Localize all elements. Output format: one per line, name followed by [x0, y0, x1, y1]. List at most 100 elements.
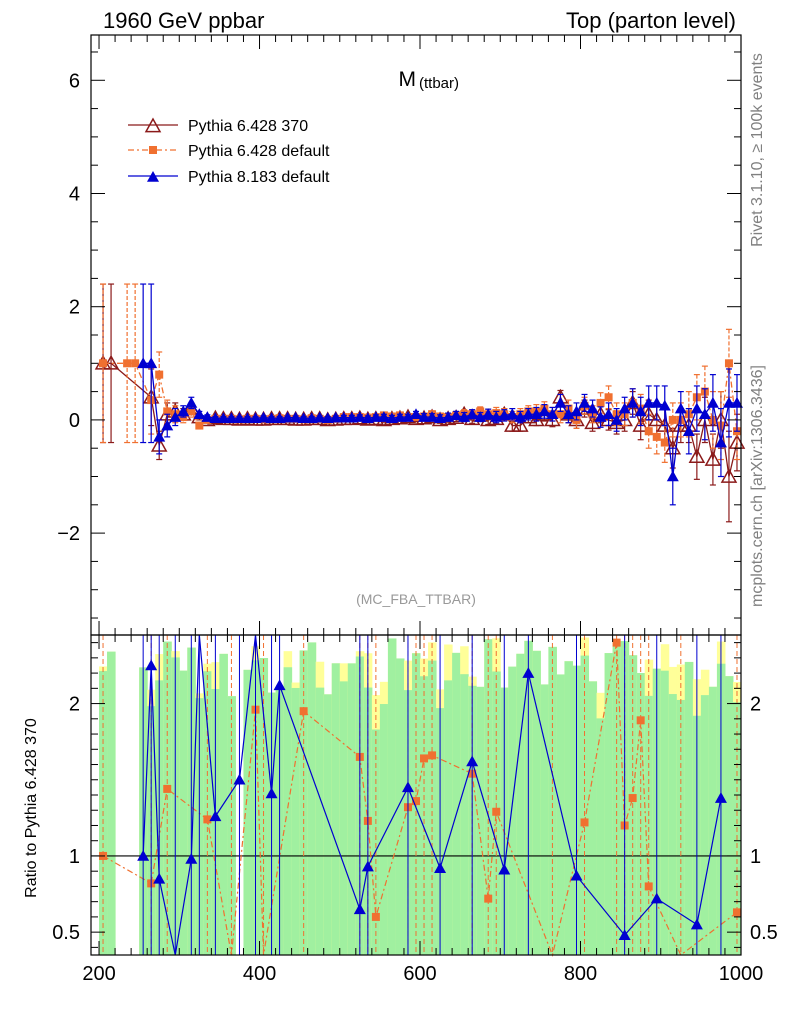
data-point [634, 405, 647, 417]
ratio-point [636, 716, 645, 725]
ratio-point [492, 807, 501, 816]
ratio-point [299, 707, 308, 716]
ratio-point [690, 918, 703, 930]
data-point [688, 448, 706, 464]
mcplots-label: mcplots.cern.ch [arXiv:1306.3436] [749, 365, 766, 607]
data-point [161, 419, 174, 431]
data-point [514, 411, 527, 422]
legend-label-p6-370: Pythia 6.428 370 [188, 118, 308, 135]
ratio-point [265, 787, 278, 799]
ratio-point [650, 892, 663, 904]
data-point [602, 408, 615, 420]
data-point [418, 411, 431, 422]
data-point [257, 411, 270, 423]
band-green [548, 646, 557, 955]
data-point [185, 396, 198, 408]
rivet-version-label: Rivet 3.1.10, ≥ 100k events [749, 53, 766, 247]
ratio-point [401, 781, 414, 793]
header-left: 1960 GeV ppbar [103, 8, 264, 33]
data-point [305, 412, 318, 424]
ratio-point [612, 638, 621, 647]
data-point [217, 412, 230, 424]
band-green [644, 695, 654, 955]
data-point [706, 396, 719, 408]
data-point [674, 402, 687, 414]
band-green [315, 687, 325, 955]
ratio-point [361, 860, 374, 872]
band-green [508, 666, 517, 955]
data-point [345, 411, 358, 423]
band-green [291, 687, 301, 955]
data-point [225, 412, 238, 424]
ratio-point [371, 912, 380, 921]
band-green [307, 642, 317, 955]
data-point [281, 411, 294, 423]
data-point [187, 407, 196, 416]
band-green [371, 729, 381, 955]
band-green [564, 661, 573, 955]
data-point [554, 396, 567, 408]
data-point [512, 417, 529, 432]
analysis-tag: (MC_FBA_TTBAR) [356, 591, 476, 607]
data-point [644, 427, 653, 436]
plot-title: M [399, 68, 417, 91]
band-green [379, 704, 389, 955]
x-tick-label: 600 [403, 963, 436, 985]
data-point [273, 412, 286, 424]
ratio-plot-panel: 0.5 0.5 1 1 2 2 200 400 600 800 1000 Ratio to Pyth… [23, 634, 778, 985]
data-point [233, 412, 246, 424]
ratio-ytick-label-left: 0.5 [52, 922, 80, 944]
data-point [506, 408, 519, 420]
data-point [153, 430, 166, 442]
ratio-axis-ticks: 0.5 0.5 1 1 2 2 200 400 600 800 1000 [52, 635, 778, 985]
data-point [474, 411, 487, 422]
band-green [339, 681, 349, 955]
band-green [724, 676, 734, 955]
data-point [123, 359, 132, 368]
data-point [131, 359, 140, 368]
data-point [698, 408, 711, 420]
plot-title-subscript: (ttbar) [419, 75, 459, 92]
legend-entry-p6-default: Pythia 6.428 default [128, 143, 330, 160]
legend-entry-p6-370: Pythia 6.428 370 [128, 117, 308, 135]
data-point [596, 398, 605, 407]
data-point [578, 396, 591, 408]
data-point [329, 411, 342, 423]
band-green [588, 681, 598, 955]
data-point [377, 411, 390, 422]
ratio-point [714, 792, 727, 803]
ratio-point [498, 863, 511, 875]
x-tick-label: 400 [243, 963, 276, 985]
data-point [426, 411, 439, 422]
data-point [672, 417, 690, 432]
data-point [562, 408, 575, 420]
ratio-point [434, 862, 447, 873]
data-point [632, 417, 649, 432]
ratio-point [420, 754, 429, 763]
data-point [249, 412, 262, 424]
ratio-point [209, 810, 222, 822]
data-point [618, 402, 631, 414]
band-green [283, 667, 293, 955]
main-plot-panel: −2 0 2 4 6 M (ttbar) (MC_FBA_TTBAR) Pythia 6… [57, 34, 746, 636]
header-right: Top (parton level) [566, 8, 736, 33]
ratio-point [353, 903, 366, 915]
ratio-point [273, 679, 286, 691]
ratio-point [570, 869, 583, 881]
data-point [102, 354, 120, 370]
band-green [516, 653, 525, 955]
data-point [570, 405, 583, 417]
data-point [584, 414, 601, 430]
band-green [452, 652, 461, 955]
ratio-series-p8_default [137, 634, 727, 956]
series-p6_default [99, 283, 741, 463]
data-point [163, 407, 172, 416]
legend-label-p8-default: Pythia 8.183 default [188, 169, 330, 186]
data-point [458, 411, 471, 422]
data-point [704, 450, 722, 466]
band-green [460, 674, 469, 955]
data-point [313, 411, 326, 423]
data-point [482, 408, 495, 420]
band-green [227, 696, 236, 955]
